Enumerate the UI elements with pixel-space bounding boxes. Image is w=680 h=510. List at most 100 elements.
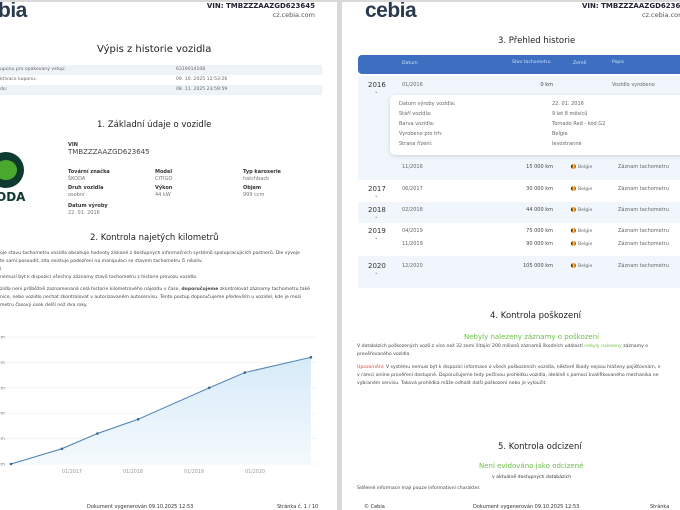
field-label: Model [155,169,173,175]
footer-generated: Dokument vygenerován 09.10.2025 12:53 [473,504,580,510]
row-country: Belgie [571,228,592,234]
header-vin: VIN: TMBZZZAAZGD623645 [582,2,680,10]
row-description: Záznam tachometru [618,207,669,213]
data-point [207,386,211,390]
theft-result: Není evidováno jako odcizené [479,462,584,470]
header-vin: VIN: TMBZZZAAZGD623645 [206,2,315,10]
field-value: osobní [68,192,85,198]
country-name: Belgie [578,208,593,213]
row-mileage: 105 000 km [522,263,553,269]
year-label: 2017 [368,185,386,193]
header-website: cz.cebia.com [642,11,680,19]
country-name: Belgie [578,242,593,247]
data-point [243,371,247,374]
section-3-title: 3. Přehled historie [498,36,576,46]
detail-value: Belgie [552,131,568,137]
row-mileage: 75 000 km [526,228,553,234]
row-date: 01/2016 [402,82,423,88]
row-country: Belgie [571,207,592,213]
timeline-dot: • [375,215,378,220]
section-2-title: 2. Kontrola najetých kilometrů [90,233,219,243]
section-1-title: 1. Základní údaje o vozidle [97,120,212,130]
detail-label: Barva vozidla: [399,121,435,127]
report-page-2: cebia VIN: TMBZZZAAZGD623645 cz.cebia.co… [342,2,680,510]
belgium-flag-icon [571,228,576,233]
coupon-row: ktivace kuponu: 09. 10. 2025 12:53:26 [0,75,322,85]
footer-copyright: © Cebia [364,504,385,510]
row-description: Záznam tachometru [618,241,669,247]
coupon-value: 08. 11. 2025 23:59:59 [176,87,228,92]
coupon-value: 6319014108 [176,67,206,72]
row-description: Záznam tachometru [618,263,669,269]
row-description: Záznam tachometru [618,186,669,192]
field-label: Tovární značka [68,169,110,175]
timeline-dot: • [375,194,378,199]
field-value: 999 ccm [243,192,265,198]
detail-label: Strana řízení: [399,141,433,147]
timeline-dot: • [375,236,378,241]
vin-value: TMBZZZAAZGD623645 [68,148,150,156]
belgium-flag-icon [571,207,576,212]
belgium-flag-icon [571,241,576,246]
timeline-dot: • [375,271,378,276]
y-tick-label: km [0,385,5,391]
y-tick-label: km [0,360,5,366]
damage-result: Nebyly nalezeny záznamy o poškození [464,333,600,341]
cebia-logo: bia [0,2,27,22]
field-label: Druh vozidla [68,185,104,191]
year-band [358,202,680,223]
field-label: Výkon [155,185,173,191]
y-tick-label: km [0,462,5,468]
row-mileage: 44 000 km [526,207,553,213]
field-value: ŠKODA [68,176,86,182]
x-tick-label: 01/2019 [184,469,204,475]
detail-value: Tornado Red - kód G2 [552,121,606,127]
x-tick-label: 01/2017 [62,469,82,475]
detail-label: Vyrobeno pro trh: [399,131,443,137]
column-header: Země [573,61,587,66]
row-date: 04/2019 [402,228,423,234]
year-label: 2020 [368,262,386,270]
theft-subtitle: v aktuálně dostupných databázích [492,475,572,480]
field-value: CITIGO [155,176,173,182]
year-label: 2016 [368,81,386,89]
data-point [136,417,140,421]
page-title: Výpis z historie vozidla [97,44,212,55]
row-description: Záznam tachometru [618,164,669,170]
skoda-wordmark: ODA [0,190,26,204]
row-date: 11/2019 [402,241,423,247]
row-country: Belgie [571,164,592,170]
footer-page-number: Stránka [650,504,670,510]
coupon-value: 09. 10. 2025 12:53:26 [176,77,228,82]
country-name: Belgie [578,165,593,170]
y-tick-label: km [0,436,5,442]
row-description: Vozidlo vyrobeno [612,82,655,88]
coupon-row: do: 08. 11. 2025 23:59:59 [0,85,322,95]
row-country: Belgie [571,186,592,192]
coupon-row: uponu pro opakovaný vstup: 6319014108 [0,65,322,75]
row-date: 12/2020 [402,263,423,269]
footer-generated: Dokument vygenerován 09.10.2025 12:53 [87,504,194,510]
mileage-paragraph: oje stavu tachometru vozidla obsahuje ho… [0,251,310,308]
row-mileage: 15 000 km [526,164,553,170]
damage-paragraph: V databázích poškozených vozů z více než… [357,344,661,386]
skoda-logo-icon [0,152,24,188]
detail-value: levostranné [552,141,582,147]
timeline-dot: • [375,90,378,95]
y-tick-label: km [0,411,5,417]
vehicle-detail-card: Datum výroby vozidla: 22. 01. 2016 Stáří v… [390,95,680,155]
belgium-flag-icon [571,186,576,191]
detail-value: 22. 01. 2016 [552,101,584,107]
data-point [309,356,313,359]
history-table-header: Datum Stav tachometru Země Popis [358,55,680,74]
header-website: cz.cebia.com [272,11,316,19]
report-page-1: bia VIN: TMBZZZAAZGD623645 cz.cebia.com … [0,2,337,510]
field-label: Typ karoserie [243,169,281,175]
coupon-label: ktivace kuponu: [0,77,37,82]
mileage-chart: km km km km km km 01/2017 01/2018 01/2019 01/2020 [0,335,317,475]
field-value: hatchback [243,176,269,182]
detail-value: 9 let 8 měsíců [552,111,588,117]
x-tick-label: 01/2018 [123,469,143,475]
column-header: Datum [402,61,418,66]
row-mileage: 30 000 km [526,186,553,192]
